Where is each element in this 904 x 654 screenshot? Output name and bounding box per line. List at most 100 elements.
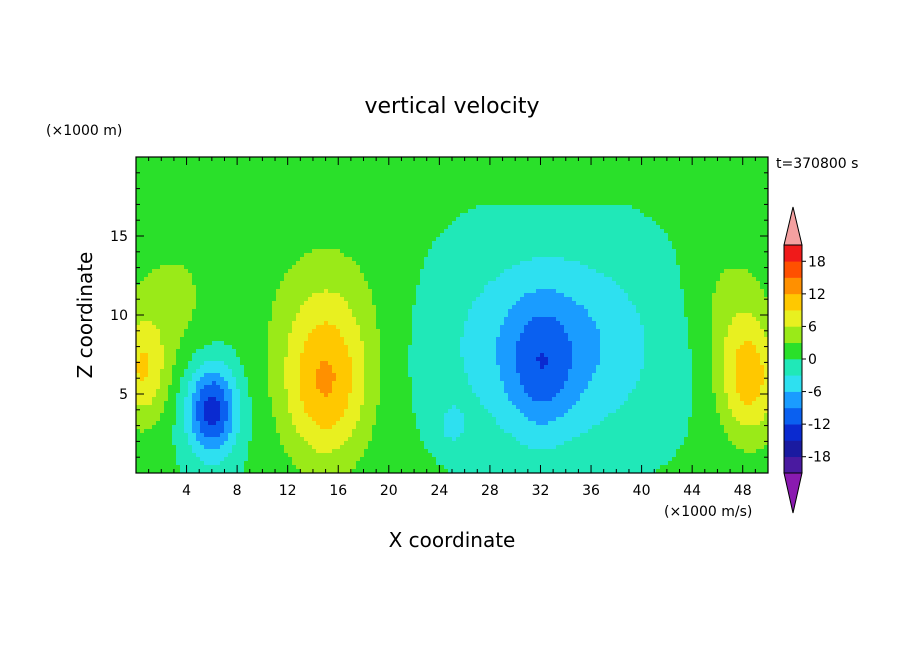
field-cell	[580, 269, 585, 274]
field-cell	[188, 233, 193, 238]
field-cell	[664, 273, 669, 278]
field-cell	[452, 249, 457, 254]
field-cell	[188, 161, 193, 166]
field-cell	[196, 173, 201, 178]
field-cell	[232, 197, 237, 202]
field-cell	[404, 181, 409, 186]
field-cell	[604, 277, 609, 282]
field-cell	[596, 181, 601, 186]
field-cell	[344, 257, 349, 262]
field-cell	[144, 205, 149, 210]
field-cell	[296, 157, 301, 162]
field-cell	[492, 169, 497, 174]
field-cell	[532, 217, 537, 222]
field-cell	[324, 217, 329, 222]
field-cell	[168, 157, 173, 162]
field-cell	[424, 209, 429, 214]
field-cell	[468, 273, 473, 278]
field-cell	[520, 273, 525, 278]
field-cell	[272, 225, 277, 230]
field-cell	[532, 165, 537, 170]
field-cell	[348, 177, 353, 182]
field-cell	[740, 209, 745, 214]
field-cell	[308, 249, 313, 254]
field-cell	[496, 217, 501, 222]
field-cell	[564, 273, 569, 278]
field-cell	[324, 225, 329, 230]
field-cell	[524, 249, 529, 254]
field-cell	[500, 229, 505, 234]
field-cell	[324, 201, 329, 206]
field-cell	[684, 245, 689, 250]
field-cell	[600, 169, 605, 174]
field-cell	[456, 241, 461, 246]
field-cell	[168, 185, 173, 190]
field-cell	[728, 169, 733, 174]
field-cell	[648, 229, 653, 234]
field-cell	[248, 277, 253, 282]
field-cell	[472, 253, 477, 258]
field-cell	[580, 257, 585, 262]
field-cell	[716, 189, 721, 194]
field-cell	[244, 185, 249, 190]
field-cell	[172, 225, 177, 230]
field-cell	[176, 165, 181, 170]
field-cell	[540, 249, 545, 254]
field-cell	[708, 193, 713, 198]
field-cell	[144, 261, 149, 266]
field-cell	[700, 253, 705, 258]
field-cell	[656, 225, 661, 230]
field-cell	[492, 233, 497, 238]
field-cell	[596, 201, 601, 206]
field-cell	[632, 169, 637, 174]
field-cell	[300, 257, 305, 262]
field-cell	[136, 221, 141, 226]
field-cell	[260, 217, 265, 222]
field-cell	[460, 221, 465, 226]
field-cell	[648, 265, 653, 270]
field-cell	[520, 201, 525, 206]
field-cell	[708, 157, 713, 162]
field-cell	[276, 181, 281, 186]
field-cell	[192, 257, 197, 262]
field-cell	[284, 257, 289, 262]
field-cell	[608, 277, 613, 282]
field-cell	[532, 209, 537, 214]
field-cell	[700, 177, 705, 182]
field-cell	[640, 245, 645, 250]
field-cell	[292, 249, 297, 254]
field-cell	[616, 225, 621, 230]
field-cell	[220, 269, 225, 274]
field-cell	[704, 193, 709, 198]
field-cell	[196, 277, 201, 282]
field-cell	[360, 169, 365, 174]
field-cell	[700, 257, 705, 262]
field-cell	[436, 197, 441, 202]
field-cell	[500, 257, 505, 262]
field-cell	[684, 273, 689, 278]
field-cell	[228, 165, 233, 170]
field-cell	[652, 233, 657, 238]
field-cell	[372, 157, 377, 162]
field-cell	[376, 217, 381, 222]
field-cell	[732, 261, 737, 266]
field-cell	[396, 165, 401, 170]
field-cell	[572, 197, 577, 202]
field-cell	[468, 181, 473, 186]
field-cell	[252, 193, 257, 198]
field-cell	[376, 173, 381, 178]
field-cell	[484, 213, 489, 218]
field-cell	[412, 181, 417, 186]
field-cell	[188, 165, 193, 170]
field-cell	[516, 205, 521, 210]
field-cell	[704, 257, 709, 262]
field-cell	[544, 193, 549, 198]
field-cell	[400, 161, 405, 166]
field-cell	[568, 221, 573, 226]
field-cell	[188, 157, 193, 162]
field-cell	[488, 229, 493, 234]
field-cell	[468, 229, 473, 234]
field-cell	[672, 157, 677, 162]
field-cell	[280, 213, 285, 218]
field-cell	[264, 209, 269, 214]
